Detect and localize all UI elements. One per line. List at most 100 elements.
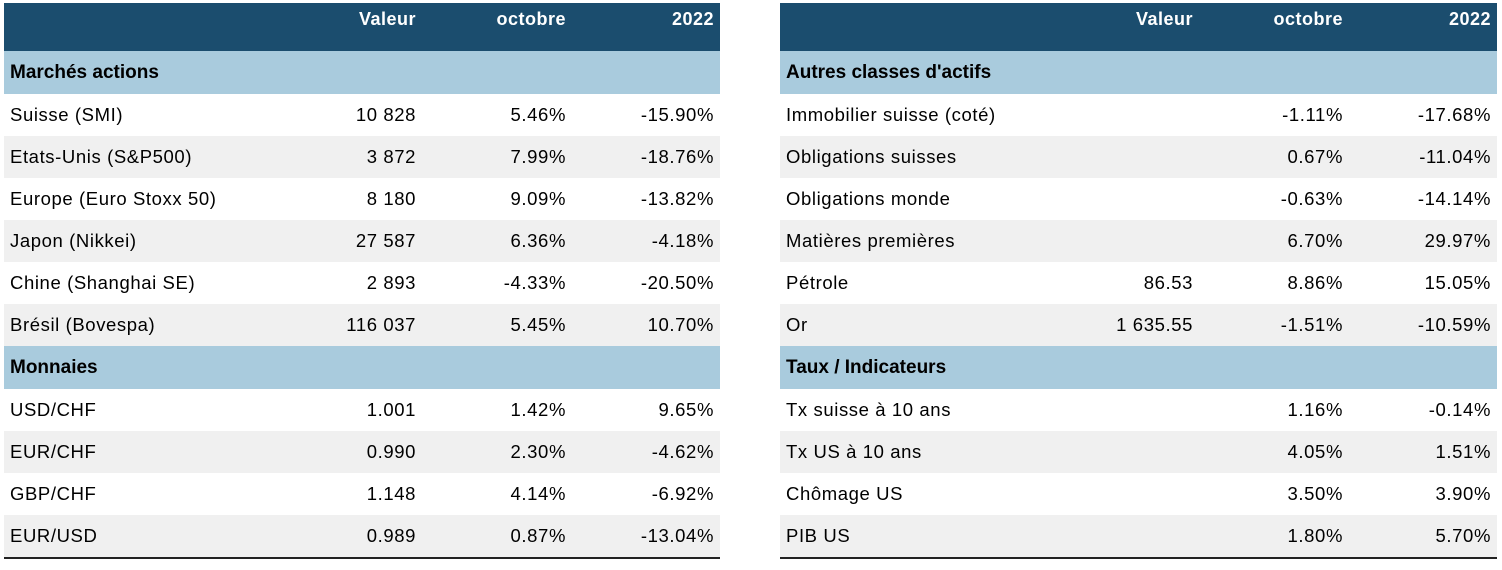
cell-valeur: 1 635.55 [1069,304,1199,346]
cell-annee: 1.51% [1349,431,1497,473]
cell-octobre: 5.46% [510,104,566,125]
cell-valeur: 1.001 [366,399,416,420]
cell-valeur: 116 037 [302,304,422,346]
cell-annee: -11.04% [1349,136,1497,178]
cell-valeur [1069,220,1199,262]
header-octobre: octobre [422,3,572,51]
table-row: Tx US à 10 ans 4.05% 1.51% [780,431,1497,473]
cell-annee: 9.65% [658,399,714,420]
row-label: Chine (Shanghai SE) [10,272,196,293]
table-row: Japon (Nikkei) 27 587 6.36% -4.18% [4,220,720,262]
table-row: EUR/USD 0.989 0.87% -13.04% [4,515,720,559]
section-title: Monnaies [4,346,720,389]
cell-octobre: 6.36% [422,220,572,262]
cell-valeur [1069,431,1199,473]
cell-octobre: 4.05% [1199,431,1349,473]
table-row: PIB US 1.80% 5.70% [780,515,1497,559]
table-row: Immobilier suisse (coté) -1.11% -17.68% [780,94,1497,136]
cell-valeur [1069,389,1199,431]
cell-valeur: 27 587 [302,220,422,262]
row-label: Suisse (SMI) [10,104,124,125]
row-label: Tx US à 10 ans [780,431,1069,473]
cell-octobre: 8.86% [1287,272,1343,293]
cell-annee: -14.14% [1417,188,1491,209]
table-row: Chine (Shanghai SE) 2 893 -4.33% -20.50% [4,262,720,304]
row-label: GBP/CHF [10,483,97,504]
cell-valeur: 2 893 [366,272,416,293]
row-label: PIB US [780,515,1069,559]
cell-annee: -18.76% [572,136,720,178]
row-label: Immobilier suisse (coté) [786,104,996,125]
cell-octobre: 0.87% [422,515,572,559]
cell-octobre: 5.45% [422,304,572,346]
cell-valeur [1069,178,1199,220]
cell-valeur [1069,94,1199,136]
table-row: Obligations monde -0.63% -14.14% [780,178,1497,220]
cell-annee: 10.70% [572,304,720,346]
table-row: EUR/CHF 0.990 2.30% -4.62% [4,431,720,473]
cell-octobre: -4.33% [503,272,566,293]
row-label: Chômage US [786,483,904,504]
table-row: Brésil (Bovespa) 116 037 5.45% 10.70% [4,304,720,346]
section-header: Autres classes d'actifs [780,51,1497,94]
row-label: USD/CHF [10,399,97,420]
cell-annee: 3.90% [1435,483,1491,504]
section-title: Taux / Indicateurs [780,346,1497,389]
row-label: EUR/CHF [4,431,302,473]
cell-annee: -20.50% [640,272,714,293]
header-label [4,3,302,51]
section-title: Marchés actions [4,51,720,94]
table-row: GBP/CHF 1.148 4.14% -6.92% [4,473,720,515]
cell-valeur [1069,515,1199,559]
row-label: Matières premières [780,220,1069,262]
row-label: Or [780,304,1069,346]
cell-octobre: 1.16% [1287,399,1343,420]
table-row: Suisse (SMI) 10 828 5.46% -15.90% [4,94,720,136]
header-row: Valeur octobre 2022 [4,3,720,51]
row-label: Brésil (Bovespa) [4,304,302,346]
cell-annee: -15.90% [640,104,714,125]
table-row: Chômage US 3.50% 3.90% [780,473,1497,515]
cell-valeur: 86.53 [1143,272,1193,293]
section-header: Monnaies [4,346,720,389]
header-label [780,3,1069,51]
row-label: Japon (Nikkei) [4,220,302,262]
left-table: Valeur octobre 2022 Marchés actions Suiss… [4,3,720,559]
cell-octobre: 0.67% [1199,136,1349,178]
table-row: Or 1 635.55 -1.51% -10.59% [780,304,1497,346]
section-header: Marchés actions [4,51,720,94]
cell-valeur [1069,473,1199,515]
cell-annee: -4.62% [572,431,720,473]
cell-annee: -10.59% [1349,304,1497,346]
cell-annee: 15.05% [1424,272,1491,293]
cell-octobre: -1.51% [1199,304,1349,346]
row-label: Obligations monde [786,188,951,209]
section-title: Autres classes d'actifs [780,51,1497,94]
cell-valeur: 3 872 [302,136,422,178]
cell-valeur: 0.989 [302,515,422,559]
cell-octobre: -0.63% [1280,188,1343,209]
table-row: Obligations suisses 0.67% -11.04% [780,136,1497,178]
header-row: Valeur octobre 2022 [780,3,1497,51]
cell-annee: -0.14% [1428,399,1491,420]
table-row: USD/CHF 1.001 1.42% 9.65% [4,389,720,431]
cell-valeur [1069,136,1199,178]
cell-annee: -13.82% [640,188,714,209]
row-label: Etats-Unis (S&P500) [4,136,302,178]
header-valeur: Valeur [1069,3,1199,51]
cell-annee: 29.97% [1349,220,1497,262]
section-header: Taux / Indicateurs [780,346,1497,389]
table-row: Tx suisse à 10 ans 1.16% -0.14% [780,389,1497,431]
cell-octobre: 4.14% [510,483,566,504]
header-annee: 2022 [572,3,720,51]
cell-octobre: -1.11% [1282,104,1343,125]
cell-annee: -17.68% [1417,104,1491,125]
cell-octobre: 9.09% [510,188,566,209]
table-row: Etats-Unis (S&P500) 3 872 7.99% -18.76% [4,136,720,178]
row-label: Obligations suisses [780,136,1069,178]
header-annee: 2022 [1349,3,1497,51]
row-label: Tx suisse à 10 ans [786,399,952,420]
table-row: Europe (Euro Stoxx 50) 8 180 9.09% -13.82% [4,178,720,220]
cell-annee: 5.70% [1349,515,1497,559]
table-row: Pétrole 86.53 8.86% 15.05% [780,262,1497,304]
